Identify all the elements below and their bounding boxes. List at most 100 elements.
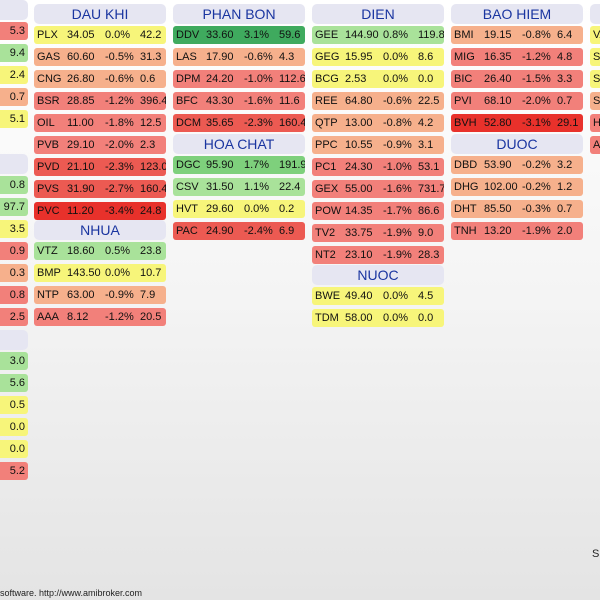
stock-row[interactable]: MIG 16.35 -1.2% 4.8 — [451, 48, 583, 66]
stock-row[interactable]: PLX 34.05 0.0% 42.2 — [34, 26, 166, 44]
stock-row[interactable]: DDV 33.60 3.1% 59.6 — [173, 26, 305, 44]
left-row[interactable]: 5.6 — [0, 374, 28, 392]
stock-row[interactable]: PVI 68.10 -2.0% 0.7 — [451, 92, 583, 110]
right-row[interactable]: HT — [590, 114, 600, 132]
stock-row[interactable]: OIL 11.00 -1.8% 12.5 — [34, 114, 166, 132]
right-cell-symbol: HT — [593, 117, 600, 129]
left-row[interactable]: 0.0 — [0, 418, 28, 436]
left-row[interactable]: 0.8 — [0, 176, 28, 194]
left-row[interactable]: 2.4 — [0, 66, 28, 84]
stock-change: 1.1% — [244, 181, 270, 193]
group-nuoc: NUOC BWE 49.40 0.0% 4.5 TDM 58.00 0.0% 0.0 — [312, 265, 444, 331]
stock-symbol: PVS — [37, 183, 60, 195]
stock-row[interactable]: DHT 85.50 -0.3% 0.7 — [451, 200, 583, 218]
left-row[interactable]: 0.3 — [0, 264, 28, 282]
stock-row[interactable]: BMI 19.15 -0.8% 6.4 — [451, 26, 583, 44]
stock-row[interactable]: PVS 31.90 -2.7% 160.4 — [34, 180, 166, 198]
stock-row[interactable]: LAS 17.90 -0.6% 4.3 — [173, 48, 305, 66]
left-row[interactable]: 0.5 — [0, 396, 28, 414]
stock-volume: 396.4 — [140, 95, 166, 107]
stock-price: 29.10 — [67, 139, 95, 151]
stock-row[interactable]: QTP 13.00 -0.8% 4.2 — [312, 114, 444, 132]
stock-row[interactable]: BIC 26.40 -1.5% 3.3 — [451, 70, 583, 88]
stock-row[interactable]: BCG 2.53 0.0% 0.0 — [312, 70, 444, 88]
stock-row[interactable]: NTP 63.00 -0.9% 7.9 — [34, 286, 166, 304]
stock-row[interactable]: DGC 95.90 1.7% 191.9 — [173, 156, 305, 174]
left-row[interactable]: 9.4 — [0, 44, 28, 62]
stock-change: 0.0% — [383, 312, 409, 324]
stock-change: -0.2% — [522, 159, 551, 171]
left-row[interactable]: 5.1 — [0, 110, 28, 128]
stock-row[interactable]: AAA 8.12 -1.2% 20.5 — [34, 308, 166, 326]
stock-symbol: DHG — [454, 181, 479, 193]
stock-row[interactable]: PVB 29.10 -2.0% 2.3 — [34, 136, 166, 154]
right-cell-symbol: SC — [593, 51, 600, 63]
stock-row[interactable]: TV2 33.75 -1.9% 9.0 — [312, 224, 444, 242]
group-dien: DIEN GEE 144.90 0.8% 119.8 GEG 15.95 0.0% 8.6 … — [312, 4, 444, 268]
stock-change: -1.9% — [522, 225, 551, 237]
stock-row[interactable]: REE 64.80 -0.6% 22.5 — [312, 92, 444, 110]
stock-symbol: CSV — [176, 181, 199, 193]
stock-symbol: TDM — [315, 312, 339, 324]
stock-row[interactable]: GEE 144.90 0.8% 119.8 — [312, 26, 444, 44]
stock-row[interactable]: GEG 15.95 0.0% 8.6 — [312, 48, 444, 66]
stock-row[interactable]: BSR 28.85 -1.2% 396.4 — [34, 92, 166, 110]
stock-row[interactable]: POW 14.35 -1.7% 86.6 — [312, 202, 444, 220]
stock-change: -3.4% — [105, 205, 134, 217]
right-row[interactable]: AC — [590, 136, 600, 154]
left-cell-value: 0.3 — [9, 267, 25, 279]
stock-change: -1.2% — [105, 95, 134, 107]
stock-row[interactable]: TDM 58.00 0.0% 0.0 — [312, 309, 444, 327]
stock-price: 43.30 — [206, 95, 234, 107]
stock-row[interactable]: TNH 13.20 -1.9% 2.0 — [451, 222, 583, 240]
left-row[interactable]: 0.0 — [0, 440, 28, 458]
stock-row[interactable]: PAC 24.90 -2.4% 6.9 — [173, 222, 305, 240]
stock-row[interactable]: BMP 143.50 0.0% 10.7 — [34, 264, 166, 282]
right-row[interactable]: SC — [590, 70, 600, 88]
stock-volume: 22.5 — [418, 95, 440, 107]
stock-row[interactable]: NT2 23.10 -1.9% 28.3 — [312, 246, 444, 264]
left-row[interactable]: 3.0 — [0, 352, 28, 370]
left-group-header-mid — [0, 154, 28, 174]
stock-change: -0.8% — [522, 29, 551, 41]
left-row[interactable]: 97.7 — [0, 198, 28, 216]
stock-symbol: GEG — [315, 51, 340, 63]
stock-row[interactable]: DCM 35.65 -2.3% 160.4 — [173, 114, 305, 132]
left-row[interactable]: 5.3 — [0, 22, 28, 40]
left-row[interactable]: 0.9 — [0, 242, 28, 260]
stock-row[interactable]: CSV 31.50 1.1% 22.4 — [173, 178, 305, 196]
stock-change: -2.0% — [105, 139, 134, 151]
stock-row[interactable]: VTZ 18.60 0.5% 23.8 — [34, 242, 166, 260]
stock-row[interactable]: PC1 24.30 -1.0% 53.1 — [312, 158, 444, 176]
right-row[interactable]: SA — [590, 92, 600, 110]
stock-row[interactable]: PPC 10.55 -0.9% 3.1 — [312, 136, 444, 154]
stock-row[interactable]: BFC 43.30 -1.6% 11.6 — [173, 92, 305, 110]
stock-row[interactable]: BWE 49.40 0.0% 4.5 — [312, 287, 444, 305]
stock-row[interactable]: CNG 26.80 -0.6% 0.6 — [34, 70, 166, 88]
stock-row[interactable]: PVD 21.10 -2.3% 123.0 — [34, 158, 166, 176]
group-title: DIEN — [312, 4, 444, 24]
left-row[interactable]: 2.5 — [0, 308, 28, 326]
stock-symbol: BVH — [454, 117, 477, 129]
left-row[interactable]: 5.2 — [0, 462, 28, 480]
left-row[interactable]: 3.5 — [0, 220, 28, 238]
stock-volume: 12.5 — [140, 117, 162, 129]
stock-price: 60.60 — [67, 51, 95, 63]
stock-row[interactable]: DBD 53.90 -0.2% 3.2 — [451, 156, 583, 174]
left-cell-value: 9.4 — [9, 47, 25, 59]
stock-row[interactable]: DHG 102.00 -0.2% 1.2 — [451, 178, 583, 196]
left-row[interactable]: 0.7 — [0, 88, 28, 106]
right-row[interactable]: VA — [590, 26, 600, 44]
group-phan-bon: PHAN BON DDV 33.60 3.1% 59.6 LAS 17.90 -0.6% 4… — [173, 4, 305, 136]
stock-row[interactable]: HVT 29.60 0.0% 0.2 — [173, 200, 305, 218]
stock-price: 24.20 — [206, 73, 234, 85]
stock-row[interactable]: BVH 52.80 -3.1% 29.1 — [451, 114, 583, 132]
group-dau-khi: DAU KHI PLX 34.05 0.0% 42.2 GAS 60.60 -0.5% 31… — [34, 4, 166, 224]
right-row[interactable]: SC — [590, 48, 600, 66]
stock-price: 28.85 — [67, 95, 95, 107]
stock-row[interactable]: GAS 60.60 -0.5% 31.3 — [34, 48, 166, 66]
stock-row[interactable]: DPM 24.20 -1.0% 112.6 — [173, 70, 305, 88]
stock-row[interactable]: PVC 11.20 -3.4% 24.8 — [34, 202, 166, 220]
left-row[interactable]: 0.8 — [0, 286, 28, 304]
stock-row[interactable]: GEX 55.00 -1.6% 731.7 — [312, 180, 444, 198]
